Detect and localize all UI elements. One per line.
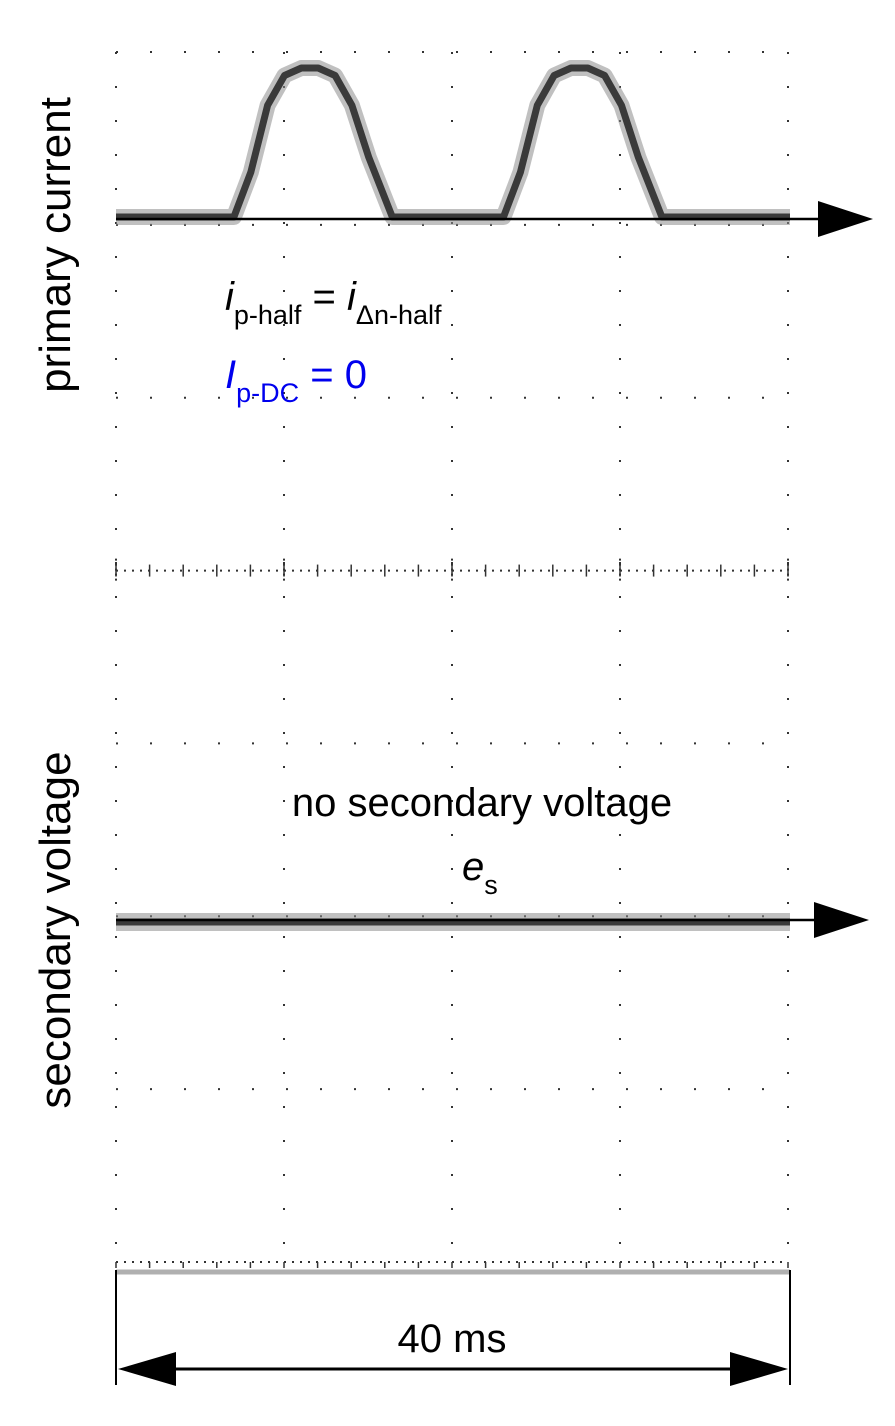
primary-current-axis-arrow	[818, 201, 873, 237]
dc-current-annotation: Ip-DC = 0	[225, 353, 367, 408]
span-right-arrow	[730, 1352, 788, 1386]
secondary-voltage-label: secondary voltage	[31, 751, 80, 1108]
secondary-voltage-axis-arrow	[814, 902, 869, 938]
primary-current-line	[116, 64, 790, 221]
current-equation-annotation: ip-half = iΔn-half	[225, 275, 442, 330]
subscript-s: s	[484, 870, 498, 900]
primary-current-label: primary current	[31, 97, 80, 393]
symbol-e: e	[462, 845, 484, 889]
scope-grid	[115, 51, 789, 1268]
current-subscript-p-half: p-half	[234, 300, 302, 330]
dc-symbol-I: I	[225, 353, 236, 397]
current-symbol-i: i	[225, 275, 235, 319]
secondary-voltage-symbol: es	[462, 845, 498, 900]
dc-subscript-p-dc: p-DC	[236, 378, 299, 408]
current-equals-sign: =	[301, 275, 347, 319]
primary-current-trace	[116, 60, 790, 225]
primary-current-noise-band	[116, 60, 790, 225]
span-left-arrow	[118, 1352, 176, 1386]
no-secondary-voltage-annotation: no secondary voltage	[292, 781, 672, 825]
dc-equals-zero: = 0	[299, 353, 367, 397]
current-subscript-delta-n-half: Δn-half	[356, 300, 442, 330]
current-symbol-i2: i	[347, 275, 357, 319]
time-span-label: 40 ms	[398, 1317, 507, 1361]
